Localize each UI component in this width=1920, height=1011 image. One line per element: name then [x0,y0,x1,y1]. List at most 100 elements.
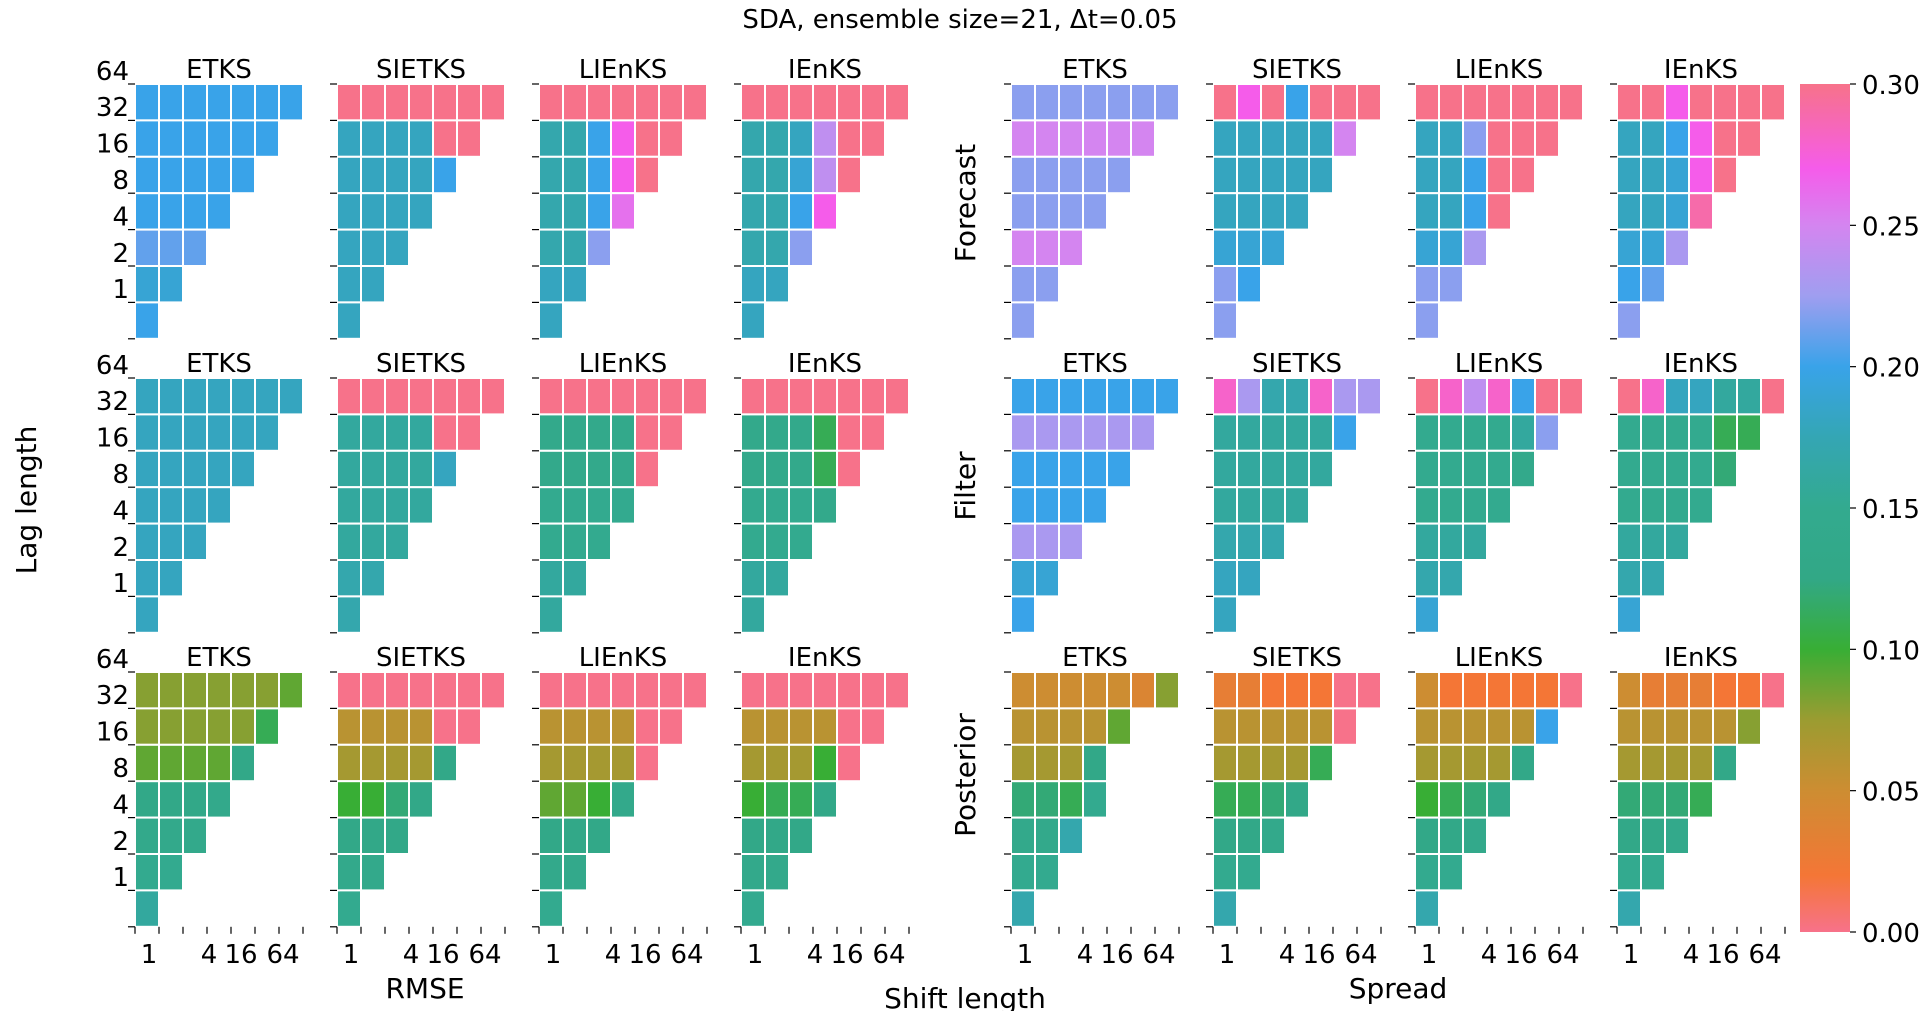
heatmap-cell [134,522,160,561]
panel-title: ETKS [186,643,252,673]
heatmap-cell [884,377,910,416]
heatmap-cell [1712,707,1738,746]
x-tick-label: 4 [201,940,218,970]
heatmap-cell [1236,377,1262,416]
heatmap-cell [1616,780,1642,819]
heatmap-cell [836,155,862,195]
heatmap-cell [860,671,886,710]
panel-grid: ETKS 64 32 16 8 4 2 1 SIETKS LIEnKS IEnKS ETKS SIETK… [96,55,1786,970]
heatmap-cell [812,707,838,746]
heatmap-cell [634,413,660,452]
panel-title: SIETKS [376,349,466,379]
heatmap-cell [1236,780,1262,819]
heatmap-cell [1640,228,1666,268]
heatmap-cell [740,889,766,928]
panel-spread-posterior-sietks: SIETKS 1 4 16 64 [1206,643,1382,970]
heatmap-cell [206,413,232,452]
panel-title: ETKS [186,55,252,85]
heatmap-cell [1712,671,1738,710]
heatmap-cell [634,155,660,195]
heatmap-cell [134,192,160,231]
x-tick-label: 4 [1279,940,1296,970]
heatmap-cell [408,486,434,525]
heatmap-cell [1308,671,1334,710]
heatmap-cell [134,83,160,122]
heatmap-cell [360,559,386,598]
heatmap-cell [1034,119,1060,158]
heatmap-cell [158,671,184,710]
heatmap-cell [1688,671,1714,710]
heatmap-cell [1010,377,1036,416]
heatmap-cell [788,707,814,746]
heatmap-cell [1438,559,1464,598]
heatmap-cell [1058,707,1084,746]
heatmap-cell [1616,743,1642,783]
heatmap-cell [586,780,612,819]
heatmap-cell [538,228,564,268]
heatmap-cell [182,119,208,158]
heatmap-cell [134,671,160,710]
heatmap-cell [538,743,564,783]
heatmap-cell [384,377,410,416]
y-tick-label: 16 [96,718,129,748]
heatmap-cell [1260,743,1286,783]
heatmap-cell [360,816,386,855]
heatmap-cell [658,119,684,158]
panel-title: ETKS [1062,643,1128,673]
heatmap-cell [360,413,386,452]
heatmap-cell [1058,192,1084,231]
heatmap-cell [1284,449,1310,489]
panel-title: LIEnKS [1455,643,1544,673]
heatmap-cell [158,155,184,195]
heatmap-cell [1212,449,1238,489]
heatmap-cell [384,671,410,710]
x-tick-label: 64 [1546,940,1579,970]
heatmap-cell [1082,486,1108,525]
heatmap-cell [384,413,410,452]
heatmap-cell [562,743,588,783]
heatmap-cell [158,780,184,819]
heatmap-cell [682,671,708,710]
heatmap-cell [1616,853,1642,892]
heatmap-cell [230,707,256,746]
heatmap-cell [764,853,790,892]
heatmap-cell [360,707,386,746]
heatmap-cell [1414,413,1440,452]
colorbar-gradient [1800,84,1850,932]
heatmap-cell [1034,413,1060,452]
heatmap-cell [384,449,410,489]
heatmap-cell [1106,155,1132,195]
heatmap-cell [740,377,766,416]
heatmap-cell [586,228,612,268]
heatmap-cell [1010,192,1036,231]
heatmap-cell [538,780,564,819]
heatmap-cell [1236,816,1262,855]
group-label-spread: Spread [1349,972,1448,1005]
y-tick-label: 32 [96,93,129,123]
heatmap-cell [1486,83,1512,122]
heatmap-cell [1236,671,1262,710]
heatmap-cell [1664,377,1690,416]
heatmap-cell [586,413,612,452]
heatmap-cell [336,671,362,710]
heatmap-cell [1010,228,1036,268]
heatmap-cell [764,265,790,304]
heatmap-cell [1010,595,1036,634]
heatmap-cell [1688,192,1714,231]
panel-rmse-posterior-ienks: IEnKS 1 4 16 64 [734,643,910,970]
heatmap-cell [1236,83,1262,122]
heatmap-cell [158,228,184,268]
heatmap-cell [562,155,588,195]
figure-title: SDA, ensemble size=21, Δt=0.05 [742,5,1177,35]
x-tick-label: 4 [807,940,824,970]
heatmap-cell [254,707,280,746]
heatmap-cell [230,119,256,158]
heatmap-cell [1510,119,1536,158]
heatmap-cell [1640,522,1666,561]
y-tick-label: 1 [112,569,129,599]
heatmap-cell [740,192,766,231]
colorbar-tick-label: 0.20 [1862,354,1920,384]
heatmap-cell [1130,413,1156,452]
heatmap-cell [1034,816,1060,855]
heatmap-cell [1260,707,1286,746]
